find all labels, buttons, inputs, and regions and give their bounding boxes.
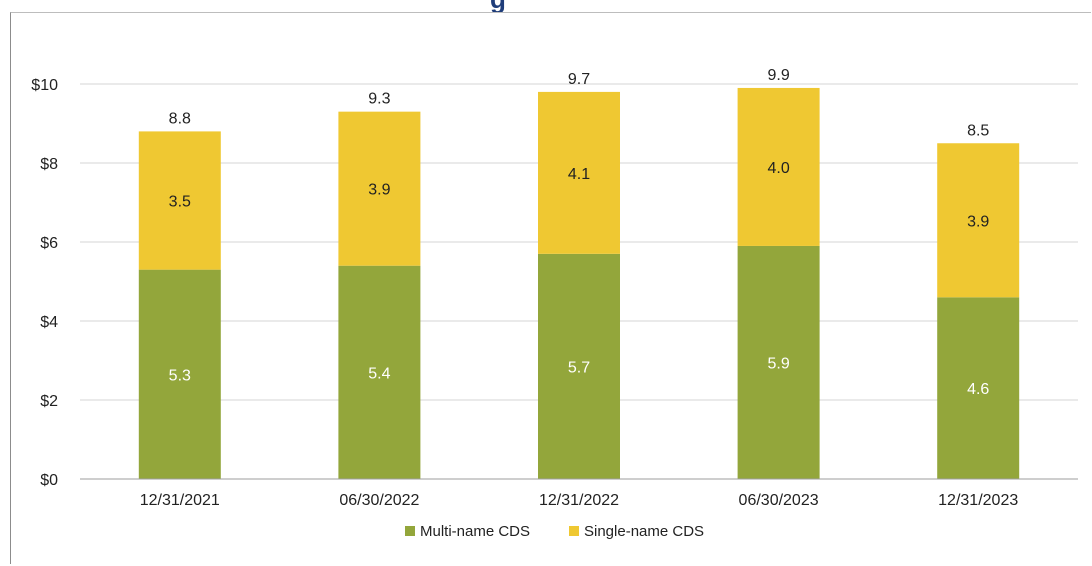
bar-segment xyxy=(737,245,820,479)
total-value-label: 8.5 xyxy=(967,122,989,139)
segment-value-label: 5.7 xyxy=(568,359,590,376)
total-value-label: 8.8 xyxy=(169,110,191,127)
segment-value-label: 5.3 xyxy=(169,367,191,384)
y-tick-label: $4 xyxy=(40,314,58,331)
segment-value-label: 5.4 xyxy=(368,365,390,382)
data-labels: 5.3 3.5 8.8 5.4 3.9 9.3 5.7 4.1 9.7 5.9 4.0 9.9 4.6 3… xyxy=(169,67,990,398)
segment-value-label: 5.9 xyxy=(767,355,789,372)
segment-value-label: 4.0 xyxy=(767,160,789,177)
x-axis-tick-labels: 12/31/2021 06/30/2022 12/31/2022 06/30/2023… xyxy=(140,492,1019,509)
total-value-label: 9.7 xyxy=(568,71,590,88)
segment-value-label: 4.6 xyxy=(967,381,989,398)
y-tick-label: $0 xyxy=(40,472,58,489)
bars xyxy=(138,87,1020,479)
legend-label: Multi-name CDS xyxy=(420,523,530,540)
chart-title-fragment: g xyxy=(490,0,520,12)
bar-segment xyxy=(538,253,620,479)
x-tick-label: 06/30/2022 xyxy=(339,492,419,509)
total-value-label: 9.9 xyxy=(767,67,789,84)
bar-segment xyxy=(138,131,221,270)
bar-segment xyxy=(538,91,620,254)
legend: Multi-name CDS Single-name CDS xyxy=(405,523,704,540)
segment-value-label: 3.5 xyxy=(169,194,191,211)
segment-value-label: 3.9 xyxy=(368,182,390,199)
x-tick-label: 12/31/2021 xyxy=(140,492,220,509)
total-value-label: 9.3 xyxy=(368,91,390,108)
legend-label: Single-name CDS xyxy=(584,523,704,540)
bar-segment xyxy=(138,269,221,479)
segment-value-label: 4.1 xyxy=(568,166,590,183)
segment-value-label: 3.9 xyxy=(967,213,989,230)
y-tick-label: $2 xyxy=(40,393,58,410)
y-axis-tick-labels: $0 $2 $4 $6 $8 $10 xyxy=(31,77,58,489)
x-tick-label: 12/31/2022 xyxy=(539,492,619,509)
x-tick-label: 06/30/2023 xyxy=(739,492,819,509)
legend-swatch xyxy=(569,526,579,536)
bar-segment xyxy=(937,297,1020,479)
bar-segment xyxy=(338,265,421,479)
y-tick-label: $10 xyxy=(31,77,58,94)
y-tick-label: $8 xyxy=(40,156,58,173)
bar-segment xyxy=(937,143,1020,298)
bar-segment xyxy=(737,87,820,246)
legend-swatch xyxy=(405,526,415,536)
bar-segment xyxy=(338,111,421,266)
y-tick-label: $6 xyxy=(40,235,58,252)
chart-frame xyxy=(10,12,1091,564)
x-tick-label: 12/31/2023 xyxy=(938,492,1018,509)
